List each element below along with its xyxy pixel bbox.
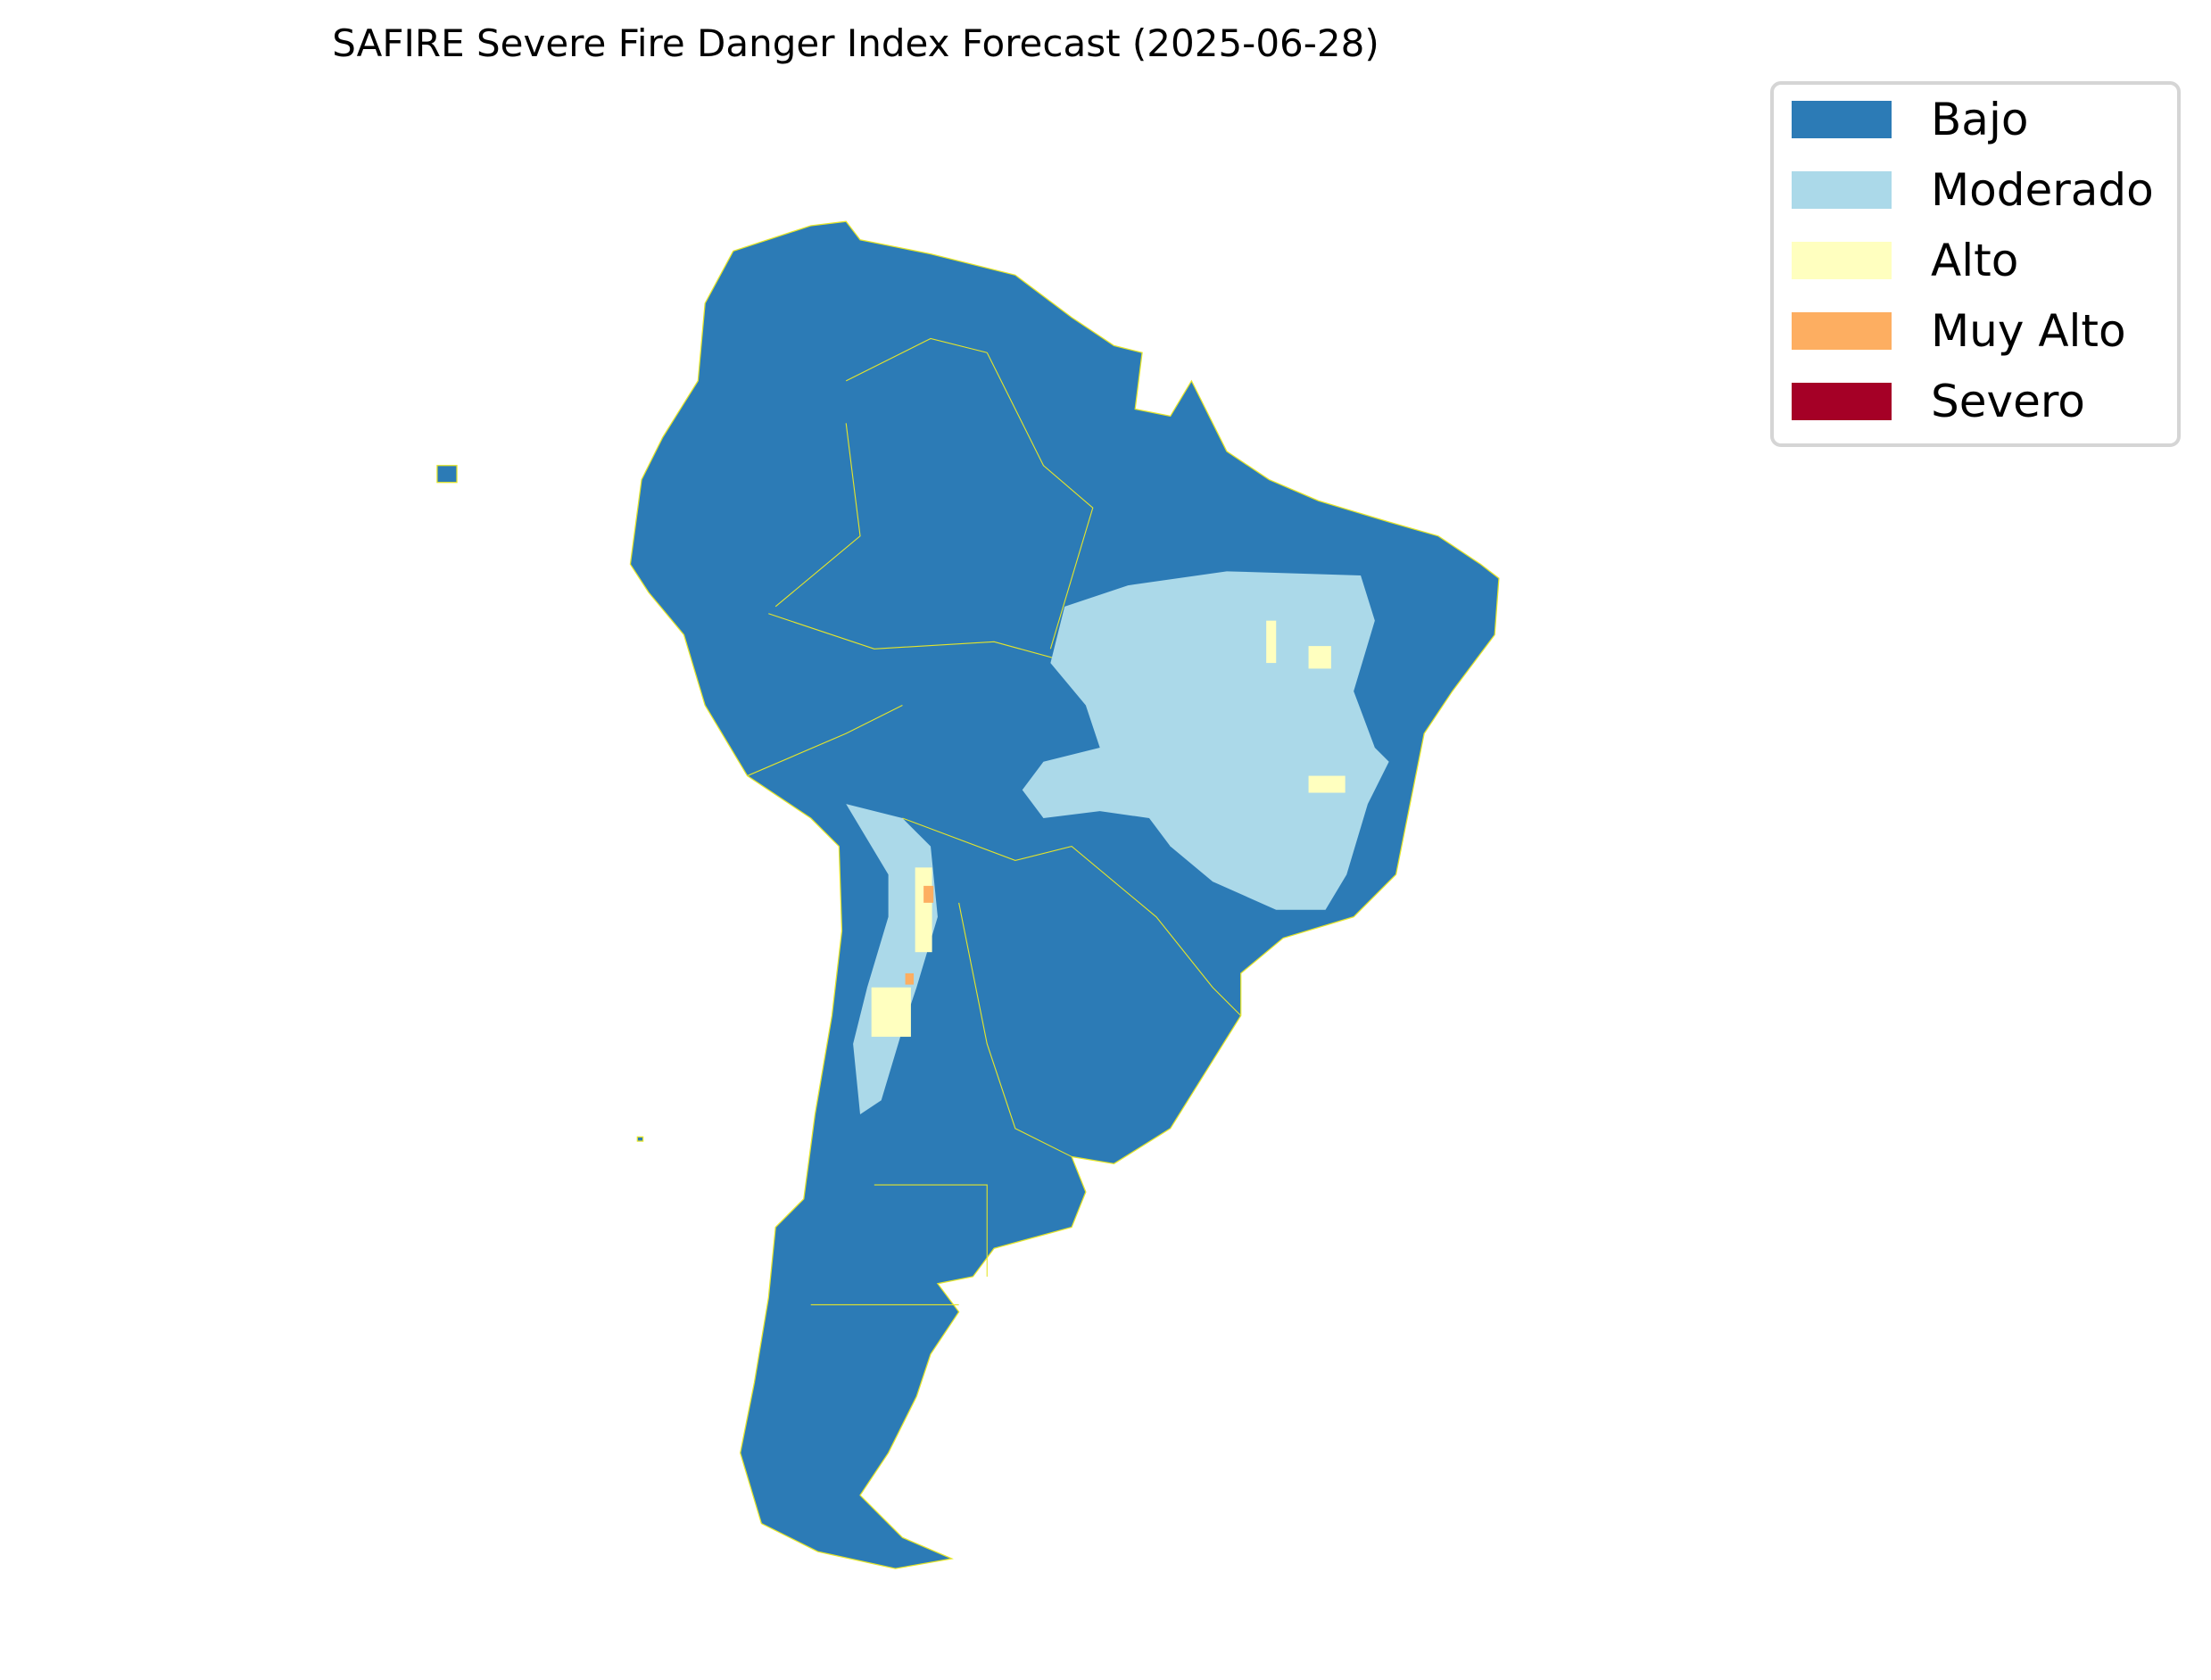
legend-label: Bajo <box>1931 94 2029 145</box>
legend-label: Muy Alto <box>1931 305 2126 357</box>
legend-item-moderado: Moderado <box>1792 164 2154 216</box>
legend: Bajo Moderado Alto Muy Alto Severo <box>1770 81 2181 447</box>
legend-swatch <box>1792 312 1892 350</box>
legend-swatch <box>1792 383 1892 420</box>
legend-item-bajo: Bajo <box>1792 94 2029 145</box>
alto-regions <box>871 620 1346 1038</box>
legend-label: Alto <box>1931 235 2019 286</box>
moderado-region-andes <box>846 804 938 1115</box>
islands <box>436 465 644 1142</box>
legend-swatch <box>1792 101 1892 138</box>
legend-label: Moderado <box>1931 164 2154 216</box>
legend-item-severo: Severo <box>1792 376 2085 427</box>
legend-swatch <box>1792 171 1892 209</box>
muy-alto-regions <box>905 885 934 985</box>
continent-bajo-region <box>629 220 1500 1569</box>
legend-swatch <box>1792 242 1892 279</box>
legend-label: Severo <box>1931 376 2085 427</box>
legend-item-muy-alto: Muy Alto <box>1792 305 2126 357</box>
moderado-region-brazil <box>1022 571 1389 910</box>
legend-item-alto: Alto <box>1792 235 2019 286</box>
map-title: SAFIRE Severe Fire Danger Index Forecast… <box>332 21 1379 65</box>
